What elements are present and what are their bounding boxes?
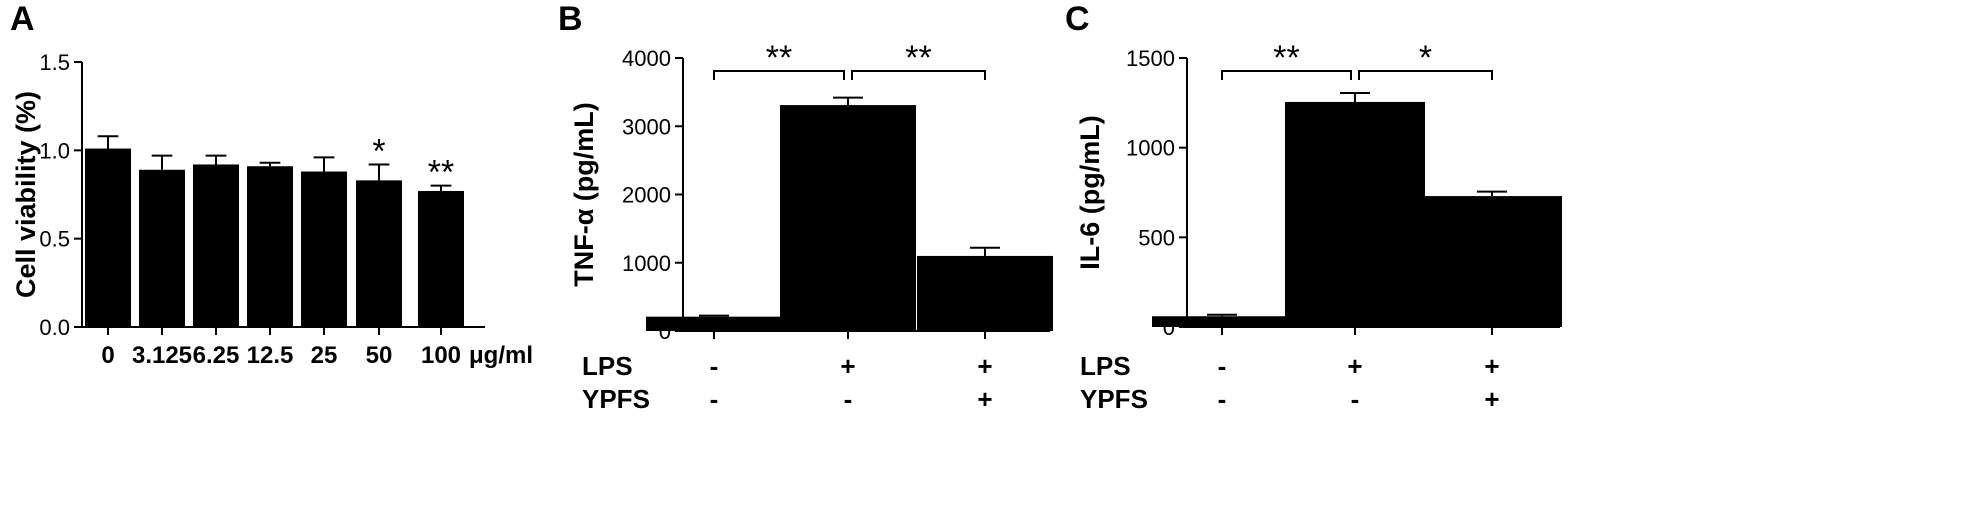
bracket-label: ** xyxy=(766,39,792,77)
bar xyxy=(139,169,185,327)
bar xyxy=(418,190,464,327)
bar xyxy=(1422,196,1562,327)
treatment-sign: + xyxy=(1484,384,1499,414)
significance-label: ** xyxy=(428,154,454,192)
bar xyxy=(85,148,131,327)
panel-letter: B xyxy=(558,0,583,38)
treatment-sign: - xyxy=(1218,384,1227,414)
bar xyxy=(193,164,239,327)
treatment-sign: + xyxy=(977,351,992,381)
panel-letter: A xyxy=(10,0,35,38)
bar xyxy=(780,105,916,331)
significance-bracket xyxy=(851,70,986,80)
y-tick-label: 0.5 xyxy=(39,227,70,252)
x-tick-label: 50 xyxy=(366,342,393,369)
bar xyxy=(356,180,402,327)
y-tick-label: 0.0 xyxy=(39,315,70,340)
treatment-sign: - xyxy=(1218,351,1227,381)
y-axis-title: TNF-α (pg/mL) xyxy=(569,102,599,287)
treatment-row-label: LPS xyxy=(1080,351,1131,381)
treatment-sign: + xyxy=(1347,351,1362,381)
y-tick-label: 1500 xyxy=(1126,46,1175,71)
significance-bracket xyxy=(713,70,845,80)
bar xyxy=(1285,101,1425,327)
significance-label: * xyxy=(372,132,385,170)
bar xyxy=(917,255,1053,331)
treatment-sign: + xyxy=(977,384,992,414)
y-axis-title: Cell viability (%) xyxy=(11,91,41,298)
treatment-sign: - xyxy=(1351,384,1360,414)
y-tick-label: 500 xyxy=(1138,225,1175,250)
x-tick-label: 0 xyxy=(101,342,114,369)
y-tick-label: 2000 xyxy=(622,183,671,208)
panel-a: A 0.0 0.5 1.0 1.5 Cell viability (%) 0 3.125 6.2… xyxy=(10,0,533,369)
bar xyxy=(301,171,347,327)
y-tick-label: 1000 xyxy=(622,251,671,276)
treatment-sign: - xyxy=(844,384,853,414)
y-tick-label: 1.0 xyxy=(39,138,70,163)
bracket-label: * xyxy=(1419,39,1432,77)
significance-bracket xyxy=(1358,70,1493,80)
x-tick-label: 3.125 xyxy=(132,342,192,369)
bar xyxy=(247,166,293,327)
treatment-sign: + xyxy=(1484,351,1499,381)
y-tick-label: 1000 xyxy=(1126,136,1175,161)
panel-letter: C xyxy=(1065,0,1090,38)
x-tick-label: 25 xyxy=(311,342,338,369)
bracket-label: ** xyxy=(905,39,931,77)
treatment-row-label: YPFS xyxy=(582,384,650,414)
bar xyxy=(646,316,782,331)
y-tick-label: 3000 xyxy=(622,114,671,139)
x-unit-label: μg/ml xyxy=(469,342,533,369)
treatment-sign: - xyxy=(710,384,719,414)
bracket-label: ** xyxy=(1273,39,1299,77)
x-tick-label: 100 xyxy=(421,342,461,369)
x-tick-label: 6.25 xyxy=(193,342,240,369)
bar xyxy=(1152,316,1292,327)
treatment-sign: + xyxy=(840,351,855,381)
y-tick-label: 1.5 xyxy=(39,50,70,75)
y-axis-title: IL-6 (pg/mL) xyxy=(1075,115,1105,269)
y-tick-label: 4000 xyxy=(622,46,671,71)
treatment-row-label: YPFS xyxy=(1080,384,1148,414)
treatment-row-label: LPS xyxy=(582,351,633,381)
treatment-sign: - xyxy=(710,351,719,381)
x-tick-label: 12.5 xyxy=(247,342,294,369)
significance-bracket xyxy=(1221,70,1352,80)
